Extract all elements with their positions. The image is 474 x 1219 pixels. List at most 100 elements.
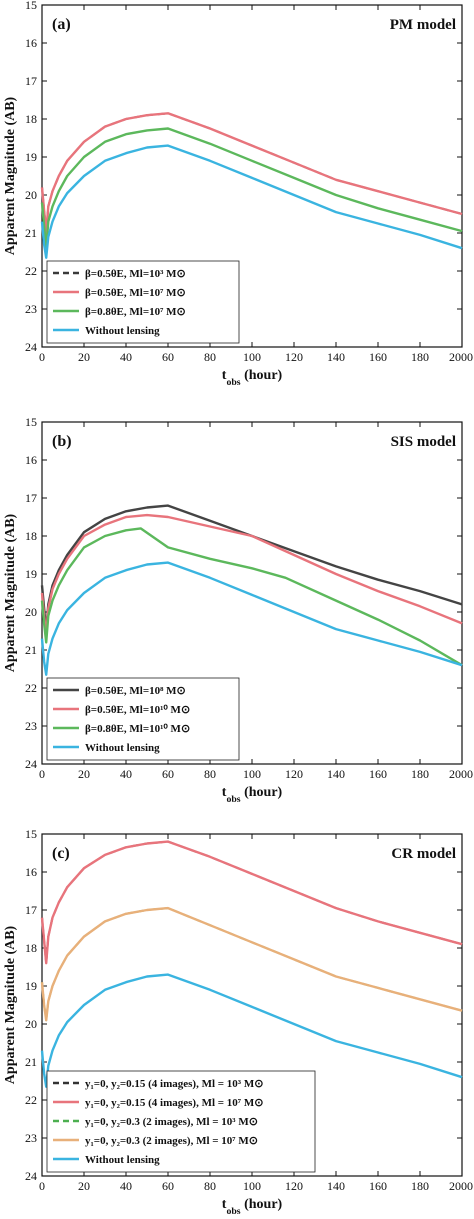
- x-tick-label: 100: [243, 1179, 261, 1193]
- legend-entry: β=0.5θE, Ml=10³ M⊙: [85, 268, 186, 280]
- chart-panel-3: 0 20 40 60 80 100 120 140 160 180 2000 15 16 17 18 19 20…: [3, 827, 473, 1217]
- model-label: CR model: [391, 846, 456, 862]
- x-tick-label: 0: [39, 350, 45, 364]
- x-tick-label: 180: [411, 350, 429, 364]
- y-tick-label: 20: [25, 605, 37, 619]
- y-tick-label: 15: [25, 0, 37, 12]
- y-tick-label: 15: [25, 827, 37, 841]
- panel-label: (b): [52, 433, 72, 450]
- chart-panel-2: 0 20 40 60 80 100 120 140 160 180 2000 15 16 17 18 19 20…: [3, 415, 473, 805]
- series-line-4: [40, 144, 463, 259]
- legend-entry: β=0.8θE, Ml=10⁷ M⊙: [85, 306, 186, 318]
- y-tick-label: 22: [25, 681, 37, 695]
- y-tick-label: 20: [25, 188, 37, 202]
- legend-box: [46, 1070, 316, 1173]
- x-tick-label: 60: [162, 1179, 174, 1193]
- legend-entry: y₁=0, y₂=0.3 (2 images), Ml = 10³ M⊙: [85, 1116, 258, 1128]
- x-tick-label: 2000: [449, 1179, 473, 1193]
- y-tick-label: 19: [25, 979, 37, 993]
- x-tick-label: 20: [78, 350, 90, 364]
- x-tick-label: 140: [327, 1179, 345, 1193]
- series-line-4: [40, 906, 463, 1022]
- x-tick-label: 0: [39, 1179, 45, 1193]
- legend-entry: β=0.8θE, Ml=10¹⁰ M⊙: [85, 723, 190, 735]
- legend-entry: Without lensing: [85, 1154, 160, 1166]
- x-axis-label: tobs (hour): [222, 368, 283, 388]
- series-line-3: [40, 527, 463, 667]
- y-tick-label: 21: [25, 226, 37, 240]
- legend: β=0.5θE, Ml=10⁸ M⊙ β=0.5θE, Ml=10¹⁰ M⊙ β=0…: [46, 677, 240, 761]
- series-line-2: [40, 513, 463, 636]
- legend-entry: y₁=0, y₂=0.3 (2 images), Ml = 10⁷ M⊙: [85, 1135, 258, 1147]
- x-tick-label: 20: [78, 1179, 90, 1193]
- x-tick-label: 60: [162, 767, 174, 781]
- panel-label: (c): [52, 845, 70, 862]
- y-tick-label: 24: [25, 1169, 37, 1183]
- x-tick-label: 100: [243, 767, 261, 781]
- y-tick-label: 17: [25, 491, 37, 505]
- y-tick-label: 18: [25, 941, 37, 955]
- x-tick-label: 80: [204, 767, 216, 781]
- x-axis-label: tobs (hour): [222, 1197, 283, 1217]
- x-tick-label: 120: [285, 350, 303, 364]
- y-tick-label: 17: [25, 74, 37, 88]
- x-tick-label: 40: [120, 1179, 132, 1193]
- legend-entry: Without lensing: [85, 742, 160, 754]
- y-axis-label: Apparent Magnitude (AB): [3, 513, 18, 672]
- y-tick-label: 16: [25, 453, 37, 467]
- x-tick-label: 160: [369, 1179, 387, 1193]
- x-tick-label: 0: [39, 767, 45, 781]
- x-tick-label: 180: [411, 1179, 429, 1193]
- chart-panel-1: 0 20 40 60 80 100 120 140 160 180 2000 15 16 17 18 19 20…: [3, 0, 473, 388]
- y-tick-label: 18: [25, 112, 37, 126]
- y-tick-label: 22: [25, 1093, 37, 1107]
- y-tick-label: 16: [25, 865, 37, 879]
- x-tick-label: 80: [204, 1179, 216, 1193]
- x-tick-label: 2000: [449, 767, 473, 781]
- model-label: PM model: [390, 17, 456, 33]
- x-tick-label: 40: [120, 767, 132, 781]
- x-tick-label: 2000: [449, 350, 473, 364]
- y-tick-label: 19: [25, 567, 37, 581]
- y-tick-label: 18: [25, 529, 37, 543]
- legend-entry: y₁=0, y₂=0.15 (4 images), Ml = 10³ M⊙: [85, 1078, 263, 1090]
- y-tick-label: 17: [25, 903, 37, 917]
- y-tick-label: 22: [25, 264, 37, 278]
- y-tick-label: 24: [25, 340, 37, 354]
- legend-entry: Without lensing: [85, 325, 160, 337]
- legend-entry: β=0.5θE, Ml=10¹⁰ M⊙: [85, 704, 190, 716]
- series-line-2: [40, 112, 463, 235]
- y-tick-label: 21: [25, 1055, 37, 1069]
- y-axis-label: Apparent Magnitude (AB): [3, 96, 18, 255]
- legend-entry: y₁=0, y₂=0.15 (4 images), Ml = 10⁷ M⊙: [85, 1097, 263, 1109]
- y-tick-label: 20: [25, 1017, 37, 1031]
- legend-entry: β=0.5θE, Ml=10⁷ M⊙: [85, 287, 186, 299]
- x-tick-label: 100: [243, 350, 261, 364]
- x-tick-label: 120: [285, 1179, 303, 1193]
- y-tick-label: 16: [25, 36, 37, 50]
- series-line-4: [40, 561, 463, 676]
- x-tick-label: 20: [78, 767, 90, 781]
- x-tick-label: 60: [162, 350, 174, 364]
- series-line-2: [40, 840, 463, 965]
- panel-label: (a): [52, 16, 71, 33]
- series-line-5: [40, 973, 463, 1088]
- x-tick-label: 80: [204, 350, 216, 364]
- series-line-3: [41, 907, 463, 1022]
- x-tick-label: 40: [120, 350, 132, 364]
- y-tick-label: 15: [25, 415, 37, 429]
- y-tick-label: 24: [25, 757, 37, 771]
- x-tick-label: 140: [327, 767, 345, 781]
- y-tick-label: 23: [25, 302, 37, 316]
- model-label: SIS model: [391, 434, 456, 450]
- x-tick-label: 180: [411, 767, 429, 781]
- x-tick-label: 120: [285, 767, 303, 781]
- x-tick-label: 160: [369, 767, 387, 781]
- y-tick-label: 19: [25, 150, 37, 164]
- legend: y₁=0, y₂=0.15 (4 images), Ml = 10³ M⊙ y₁=…: [46, 1070, 316, 1173]
- legend: β=0.5θE, Ml=10³ M⊙ β=0.5θE, Ml=10⁷ M⊙ β=0.…: [46, 260, 240, 344]
- y-tick-label: 23: [25, 719, 37, 733]
- x-tick-label: 160: [369, 350, 387, 364]
- legend-entry: β=0.5θE, Ml=10⁸ M⊙: [85, 685, 186, 697]
